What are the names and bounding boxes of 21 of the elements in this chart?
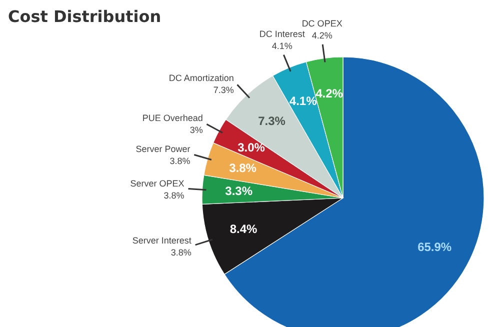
data-label: 3.8%	[229, 161, 257, 176]
slice-label: DC Amortization 7.3%	[168, 73, 250, 98]
data-label: 8.4%	[230, 222, 258, 236]
slice-label: DC OPEX	[302, 18, 342, 28]
slice-label: DC Interest	[259, 29, 306, 40]
slice-label: Server OPEX	[130, 178, 184, 189]
slice-label: Server Interest	[132, 236, 192, 246]
slice-label: PUE Overhead 3%	[142, 113, 223, 136]
data-label: 3.3%	[225, 184, 253, 198]
slice-label: PUE Overhead	[142, 113, 203, 124]
chart-title: Cost Distribution	[8, 7, 162, 26]
slice-label: DC Amortization	[168, 73, 234, 84]
slice-label: Server Power 3.8%	[136, 144, 212, 166]
slice-label: Server Power	[136, 144, 190, 154]
data-label: 4.2%	[316, 86, 344, 101]
slice-label: Server OPEX 3.8%	[130, 178, 206, 201]
data-label: 3.0%	[238, 140, 266, 154]
data-label: 65.9%	[418, 240, 452, 254]
data-label: 7.3%	[258, 114, 286, 128]
slice-label: DC Interest 4.1%	[259, 29, 305, 72]
slice-label: Server Interest 3.8%	[132, 236, 213, 258]
